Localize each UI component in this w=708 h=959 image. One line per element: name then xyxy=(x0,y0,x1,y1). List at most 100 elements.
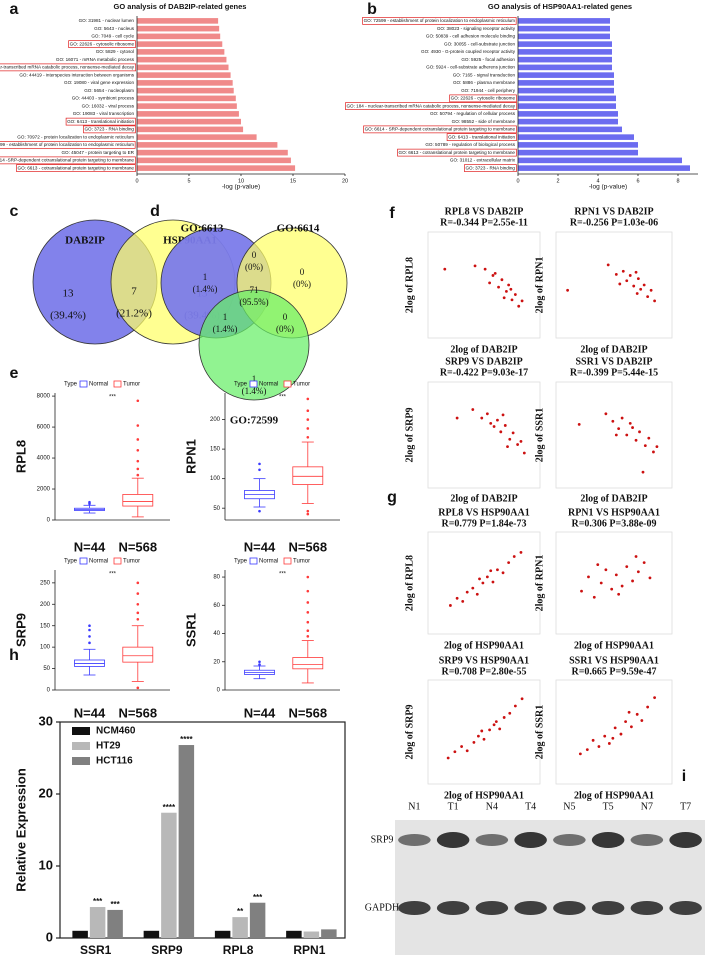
point xyxy=(647,436,651,440)
significance: *** xyxy=(279,395,287,401)
panel-label: g xyxy=(387,489,397,506)
point xyxy=(443,267,447,271)
plot-frame xyxy=(427,531,541,635)
legend-swatch xyxy=(113,380,122,388)
chart-subtitle: R=0.306 P=3.88e-09 xyxy=(572,518,657,529)
point xyxy=(646,705,650,709)
category-label: GO: 7049 - cell cycle xyxy=(91,34,134,39)
outlier xyxy=(306,575,310,579)
bar xyxy=(286,930,302,938)
legend-label: Tumor xyxy=(123,559,140,565)
point xyxy=(500,278,504,282)
x-axis-label: 2log of DAB2IP xyxy=(450,493,517,504)
y-tick-label: 0 xyxy=(46,929,53,944)
point xyxy=(620,584,624,588)
legend-label: Normal xyxy=(259,559,278,565)
point xyxy=(511,431,515,435)
point xyxy=(455,596,459,600)
x-tick-label: 5 xyxy=(187,178,190,184)
bar xyxy=(137,64,229,71)
highlight-box xyxy=(83,125,136,134)
category-label: GO: 71944 - cell periphery xyxy=(461,88,516,93)
outlier xyxy=(306,611,310,614)
highlight-box xyxy=(65,117,136,126)
point xyxy=(604,412,608,416)
point xyxy=(634,270,638,274)
category-label: GO: 6614 -SRP-dependent cotranslational … xyxy=(0,158,134,163)
point xyxy=(506,445,509,449)
x-tick-label: 2 xyxy=(556,178,559,184)
panel-label: e xyxy=(10,365,19,382)
lane-label: N7 xyxy=(641,801,653,812)
category-label: GO: 50789 - regulation of biological pro… xyxy=(425,142,515,147)
legend-swatch xyxy=(72,742,90,750)
point xyxy=(502,296,506,300)
point xyxy=(519,439,523,443)
point xyxy=(596,563,600,567)
outlier xyxy=(88,635,91,638)
legend-title: Type xyxy=(234,382,248,388)
band xyxy=(514,901,547,915)
legend-title: Type xyxy=(234,559,248,565)
outlier xyxy=(306,397,310,401)
bar xyxy=(137,95,236,102)
y-tick-label: 20 xyxy=(213,659,220,665)
point xyxy=(499,430,503,434)
region-percent: (1.4%) xyxy=(193,284,218,294)
point xyxy=(505,289,508,293)
region-count: 71 xyxy=(250,285,259,295)
outlier xyxy=(88,624,91,628)
lane-label: T7 xyxy=(680,801,691,812)
category-label: GO: 5886 - plasma membrane xyxy=(453,80,515,85)
point xyxy=(485,412,489,416)
category-label: GO: 30055 - cell-substrate junction xyxy=(444,41,515,46)
lane-label: N1 xyxy=(408,801,420,812)
chart-title: SRP9 VS DAB2IP xyxy=(445,356,523,367)
bar xyxy=(518,103,616,109)
y-tick-label: 200 xyxy=(210,417,221,423)
point xyxy=(461,599,465,603)
legend-label: Tumor xyxy=(293,382,310,388)
point xyxy=(475,592,479,596)
x-axis-label: 2log of DAB2IP xyxy=(580,493,647,504)
band xyxy=(669,832,702,848)
highlight-box xyxy=(68,40,136,48)
highlight-box xyxy=(362,17,517,25)
legend-title: Type xyxy=(64,559,78,565)
x-axis-label: 2log of HSP90AA1 xyxy=(444,790,524,801)
category-label: RPN1 xyxy=(293,943,325,957)
bar xyxy=(518,165,690,171)
point xyxy=(642,283,646,287)
legend-label: Normal xyxy=(89,559,108,565)
category-label: N=44 xyxy=(244,539,276,554)
point xyxy=(642,561,646,564)
category-label: N=568 xyxy=(118,705,157,720)
band xyxy=(514,832,547,848)
x-axis-label: 2log of HSP90AA1 xyxy=(574,640,654,651)
bar xyxy=(232,917,248,938)
chart-subtitle: R=-0.344 P=2.55e-11 xyxy=(440,217,528,228)
bar xyxy=(518,118,618,125)
chart-title: RPL8 VS DAB2IP xyxy=(445,206,524,217)
outlier xyxy=(136,617,140,621)
bar xyxy=(137,72,231,78)
bar xyxy=(137,25,220,32)
point xyxy=(482,737,486,741)
category-label: GO: 5643 - nucleus xyxy=(94,26,135,31)
point xyxy=(632,284,636,288)
y-tick-label: 20 xyxy=(39,785,53,800)
plot-frame xyxy=(427,231,541,339)
point xyxy=(627,710,631,714)
point xyxy=(617,592,621,596)
legend-swatch xyxy=(249,380,258,388)
point xyxy=(449,604,452,607)
category-label: SSR1 xyxy=(80,943,112,957)
bar xyxy=(137,103,237,109)
outlier xyxy=(136,459,140,463)
bar xyxy=(518,72,614,78)
point xyxy=(618,282,622,286)
bar xyxy=(518,41,612,47)
region-count: 7 xyxy=(131,286,137,298)
y-axis-label: 2log of RPN1 xyxy=(534,555,545,612)
